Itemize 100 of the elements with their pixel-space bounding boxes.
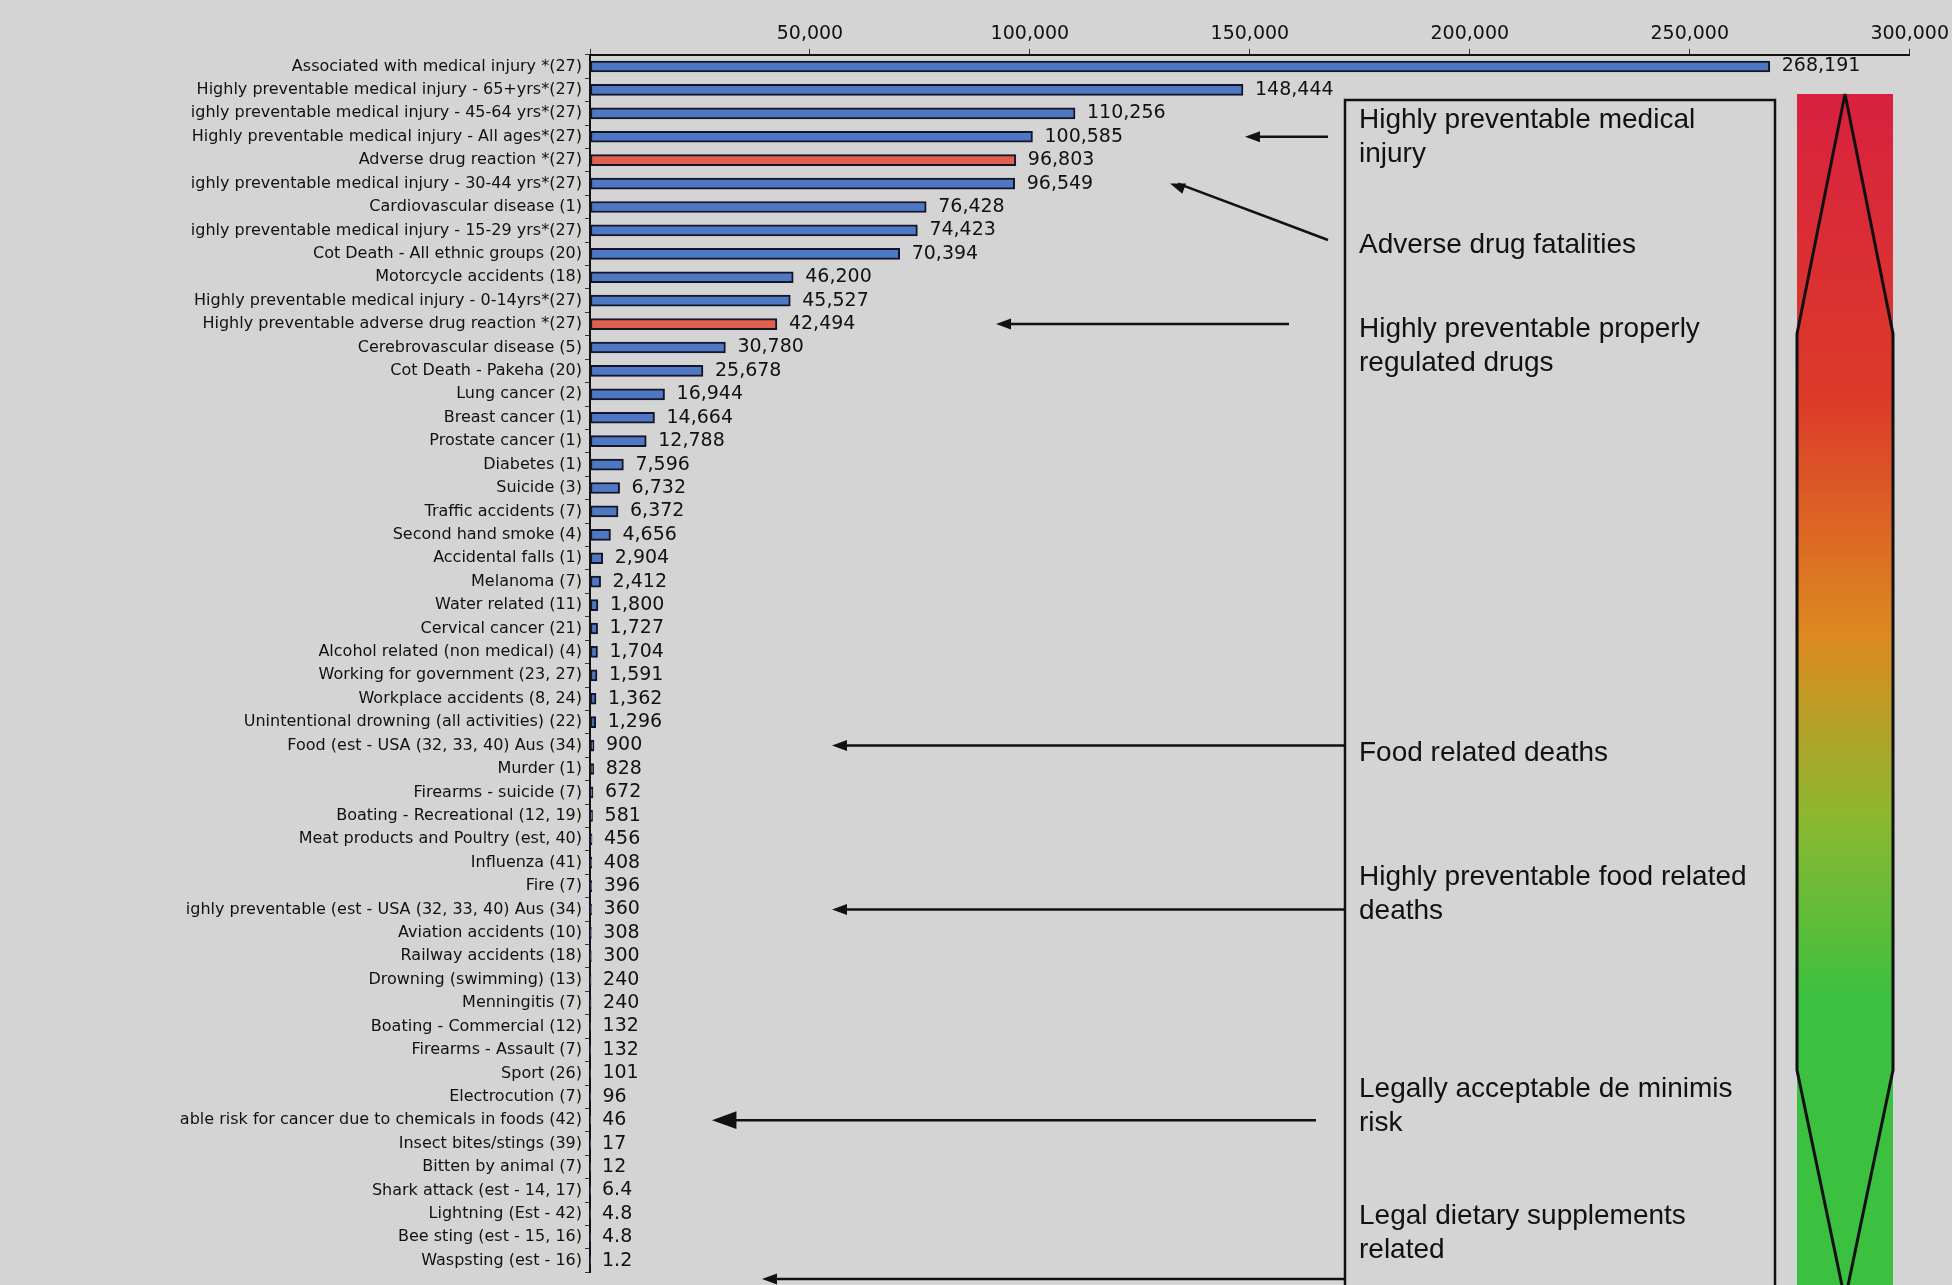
data-label: 46 [602, 1107, 627, 1130]
data-label: 1,296 [607, 709, 663, 732]
data-label: 96,549 [1026, 170, 1094, 193]
data-label: 240 [603, 990, 640, 1013]
y-tick-label: Sport (26) [501, 1062, 582, 1082]
x-tick-label: 50,000 [776, 21, 844, 44]
data-label: 4,656 [622, 521, 677, 544]
y-tick-label: Shark attack (est - 14, 17) [371, 1179, 582, 1199]
data-label: 25,678 [714, 357, 782, 380]
y-tick-label: Aviation accidents (10) [398, 922, 582, 942]
data-label: 132 [602, 1036, 639, 1059]
x-tick-label: 150,000 [1210, 21, 1290, 44]
data-label: 16,944 [676, 381, 744, 404]
data-label: 101 [602, 1060, 639, 1083]
y-tick-label: Highly preventable medical injury - 65+yrs*(27) [196, 79, 582, 99]
data-label: 76,428 [938, 193, 1005, 216]
y-tick-label: Firearms - suicide (7) [413, 781, 582, 801]
y-tick-label: Accidental falls (1) [433, 547, 582, 567]
data-label: 12 [602, 1153, 627, 1176]
data-label: 300 [603, 943, 640, 966]
data-label: 70,394 [911, 240, 979, 263]
data-label: 6,372 [630, 498, 685, 521]
y-tick-label: Alcohol related (non medical) (4) [318, 641, 582, 661]
x-tick-label: 300,000 [1870, 21, 1949, 44]
y-tick-label: Prostate cancer (1) [429, 430, 582, 450]
y-tick-label: Melanoma (7) [471, 570, 582, 590]
text: Highly preventable medical injury [1359, 103, 1696, 168]
y-tick-label: ighly preventable medical injury - 45-64 yrs*(27) [190, 102, 582, 122]
y-tick-label: Boating - Commercial (12) [370, 1015, 582, 1035]
text: Highly preventable properly regulated drugs [1359, 312, 1700, 377]
y-tick-label: Cardiovascular disease (1) [369, 196, 582, 216]
data-label: 6,732 [631, 474, 687, 497]
data-label: 17 [602, 1130, 627, 1153]
data-label: 581 [604, 802, 641, 825]
y-tick-label: Cerebrovascular disease (5) [357, 336, 582, 356]
data-label: 396 [603, 872, 641, 895]
y-tick-label: Highly preventable adverse drug reaction *(27) [202, 313, 582, 333]
y-tick-label: ighly preventable medical injury - 15-29 yrs*(27) [190, 219, 582, 239]
data-label: 1,362 [607, 685, 663, 708]
data-label: 1,591 [609, 662, 664, 685]
y-tick-label: Electrocution (7) [449, 1085, 582, 1105]
data-label: 4.8 [602, 1224, 633, 1247]
data-label: 96,803 [1027, 147, 1095, 170]
y-tick-label: Adverse drug reaction *(27) [358, 149, 582, 169]
y-tick-label: Drowning (swimming) (13) [368, 968, 582, 988]
y-tick-label: Unintentional drowning (all activities) (22) [243, 711, 582, 731]
y-tick-label: Bee sting (est - 15, 16) [398, 1226, 582, 1246]
y-tick-label: Breast cancer (1) [443, 406, 582, 426]
y-tick-label: Associated with medical injury *(27) [291, 55, 582, 75]
y-tick-label: Working for government (23, 27) [318, 664, 582, 684]
y-tick-label: Highly preventable medical injury - All ages*(27) [191, 125, 582, 145]
data-label: 100,585 [1044, 123, 1124, 146]
data-label: 1.2 [602, 1247, 633, 1270]
y-tick-label: Meat products and Poultry (est, 40) [298, 828, 582, 848]
data-label: 42,494 [788, 311, 856, 334]
data-label: 4.8 [602, 1200, 633, 1223]
y-tick-label: Highly preventable medical injury - 0-14yrs*(27) [194, 289, 582, 309]
y-tick-label: Lightning (Est - 42) [428, 1203, 582, 1223]
data-label: 1,704 [609, 638, 664, 661]
y-tick-label: Traffic accidents (7) [423, 500, 582, 520]
data-label: 7,596 [635, 451, 690, 474]
y-tick-label: Menningitis (7) [462, 992, 582, 1012]
data-label: 110,256 [1087, 100, 1166, 123]
y-tick-label: Fire (7) [525, 875, 582, 895]
y-tick-label: Suicide (3) [496, 477, 582, 497]
data-label: 408 [603, 849, 641, 872]
data-label: 1,727 [609, 615, 664, 638]
data-label: 132 [602, 1013, 639, 1036]
data-label: 6.4 [602, 1177, 633, 1200]
text: Highly preventable food related deaths [1359, 860, 1747, 925]
y-tick-label: Motorcycle accidents (18) [375, 266, 582, 286]
y-tick-label: Murder (1) [497, 758, 582, 778]
data-label: 1,800 [609, 592, 665, 614]
data-label: 900 [605, 732, 643, 755]
data-label: 2,904 [614, 545, 670, 568]
y-tick-label: Railway accidents (18) [400, 945, 582, 965]
y-tick-label: Water related (11) [435, 594, 582, 614]
data-label: 456 [604, 826, 641, 849]
data-label: 360 [603, 896, 640, 919]
y-tick-label: Firearms - Assault (7) [411, 1039, 582, 1059]
y-tick-label: ighly preventable (est - USA (32, 33, 40) Aus (34) [185, 898, 582, 918]
x-tick-label: 250,000 [1650, 21, 1730, 44]
data-label: 12,788 [658, 428, 725, 451]
data-label: 240 [603, 966, 640, 989]
data-label: 2,412 [612, 568, 668, 591]
data-label: 672 [604, 779, 642, 802]
data-label: 96 [602, 1083, 627, 1106]
y-tick-label: Cot Death - All ethnic groups (20) [312, 242, 582, 262]
data-label: 14,664 [666, 404, 733, 427]
y-tick-label: Lung cancer (2) [456, 383, 582, 403]
y-tick-label: Second hand smoke (4) [392, 523, 582, 543]
y-tick-label: able risk for cancer due to chemicals in foods (42) [179, 1109, 582, 1129]
text: Food related deaths [1359, 736, 1609, 767]
y-tick-label: Bitten by animal (7) [422, 1156, 582, 1176]
data-label: 828 [605, 755, 642, 778]
data-label: 148,444 [1255, 76, 1334, 99]
y-tick-label: Boating - Recreational (12, 19) [336, 804, 582, 824]
data-label: 268,191 [1781, 53, 1861, 76]
y-tick-label: Diabetes (1) [483, 453, 582, 473]
data-label: 308 [603, 919, 640, 942]
